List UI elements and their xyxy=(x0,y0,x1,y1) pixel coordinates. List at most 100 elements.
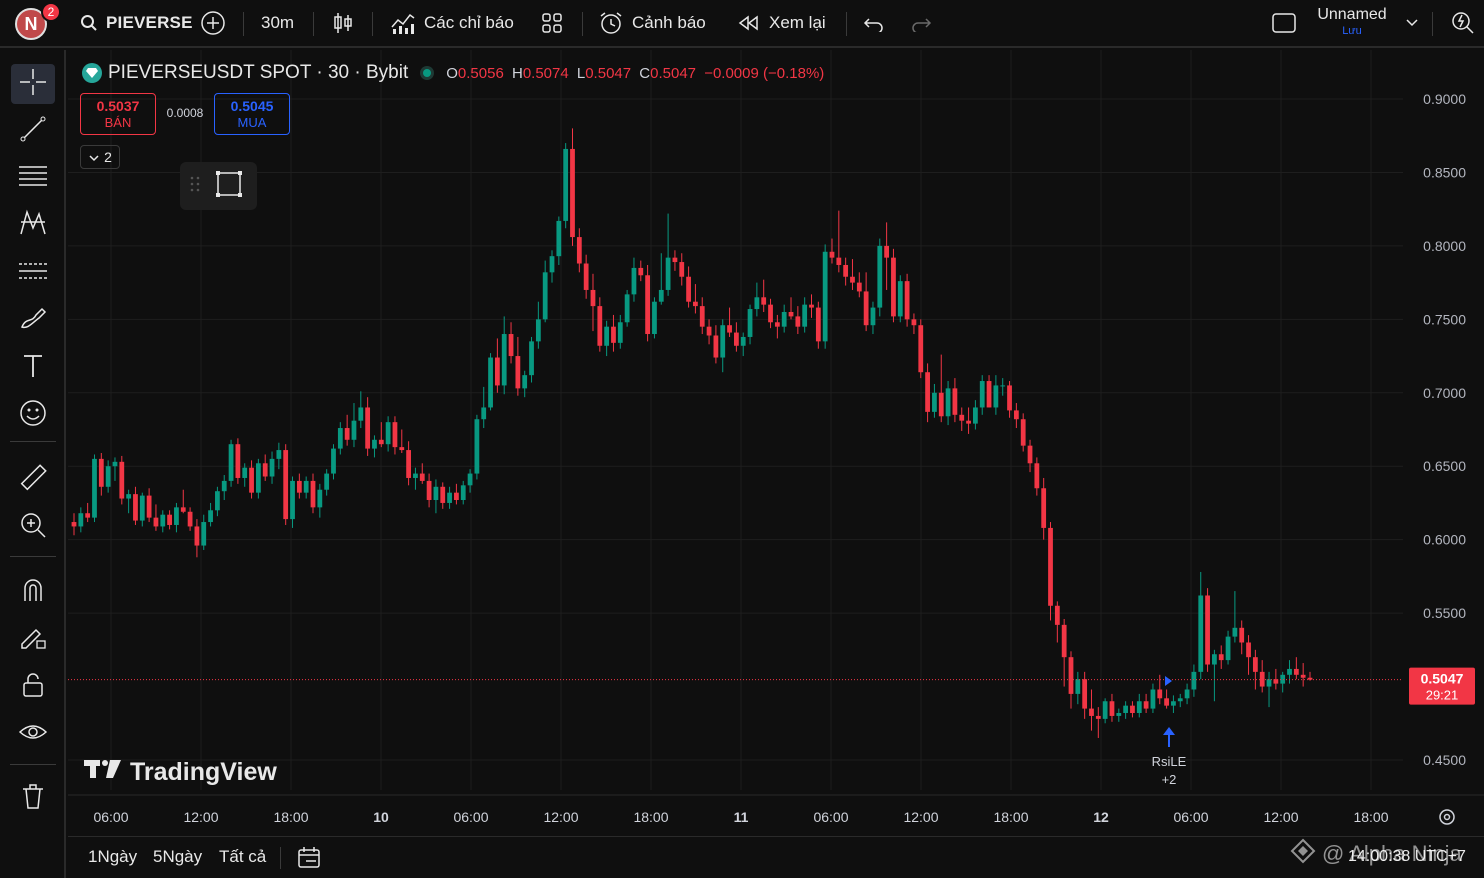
candle xyxy=(419,463,425,484)
delete-drawings-tool[interactable] xyxy=(11,778,55,818)
candle xyxy=(1157,674,1163,705)
layout-menu-chevron[interactable] xyxy=(1405,0,1419,46)
text-tool[interactable] xyxy=(11,348,55,388)
candle xyxy=(617,314,623,349)
time-tick-label: 11 xyxy=(734,809,749,825)
candle xyxy=(139,492,145,527)
symbol-legend[interactable]: PIEVERSEUSDT SPOT · 30 · Bybit O0.5056 H… xyxy=(82,60,824,86)
toolbar-separator xyxy=(10,556,56,557)
candle xyxy=(672,250,678,271)
price-tick-label: 0.7000 xyxy=(1423,385,1466,401)
candle xyxy=(1171,695,1176,713)
date-range-button[interactable] xyxy=(296,845,322,876)
candle xyxy=(1212,649,1217,702)
floating-drawing-toolbar[interactable] xyxy=(180,162,257,210)
candle xyxy=(344,414,350,446)
indicators-label: Các chỉ báo xyxy=(424,13,514,32)
candle xyxy=(126,489,132,514)
compare-symbol-button[interactable] xyxy=(200,0,226,46)
toolbar-separator xyxy=(10,764,56,765)
zoom-tool[interactable] xyxy=(11,507,55,547)
axis-settings-gear-icon[interactable] xyxy=(1439,809,1455,825)
toolbar-separator xyxy=(372,12,373,36)
candle xyxy=(406,441,411,486)
replay-button[interactable]: Xem lại xyxy=(737,0,826,46)
crosshair-tool[interactable] xyxy=(11,64,55,104)
candle xyxy=(215,486,220,517)
emoji-tool[interactable] xyxy=(11,395,55,435)
signal-extra: +2 xyxy=(1162,772,1177,787)
price-tick-label: 0.8000 xyxy=(1423,238,1466,254)
candle xyxy=(515,336,521,396)
candle xyxy=(160,510,166,533)
timezone-clock[interactable]: 14:00:38 UTC+7 xyxy=(1348,848,1466,865)
magnet-tool[interactable] xyxy=(11,572,55,612)
strategy-signal[interactable]: RsiLE +2 xyxy=(1152,676,1187,787)
candle xyxy=(576,228,582,273)
toolbar-separator xyxy=(280,847,281,869)
candle xyxy=(1034,457,1040,496)
interval-button[interactable]: 30m xyxy=(261,0,294,46)
chart-pane[interactable]: RsiLE +2 0.9000 0.8500 0.8000 0.7500 0.7000 0.… xyxy=(68,50,1484,834)
candle xyxy=(856,272,862,298)
candle xyxy=(1054,601,1060,643)
candle xyxy=(242,463,248,487)
candle xyxy=(440,482,446,509)
candle xyxy=(1198,571,1204,680)
trend-line-icon xyxy=(18,114,48,149)
price-chart[interactable]: RsiLE +2 0.9000 0.8500 0.8000 0.7500 0.7000 0.… xyxy=(68,50,1484,834)
candle xyxy=(331,444,336,480)
time-tick-label: 12:00 xyxy=(1263,809,1298,825)
range-1d-button[interactable]: 1Ngày xyxy=(88,847,138,866)
indicators-button[interactable]: Các chỉ báo xyxy=(390,0,514,46)
candle xyxy=(932,383,937,418)
symbol-search-button[interactable]: PIEVERSE xyxy=(80,0,193,46)
candle xyxy=(71,513,77,536)
quick-search-button[interactable] xyxy=(1450,0,1476,46)
undo-button[interactable] xyxy=(863,0,885,46)
candle xyxy=(815,301,821,349)
indicator-collapse-button[interactable]: 2 xyxy=(80,145,120,169)
layout-toggle-button[interactable] xyxy=(1271,0,1297,46)
candle xyxy=(979,375,985,415)
time-tick-label: 12:00 xyxy=(543,809,578,825)
ruler-tool[interactable] xyxy=(11,460,55,500)
horizontal-lines-tool[interactable] xyxy=(11,158,55,198)
candle xyxy=(761,279,767,312)
candle xyxy=(925,363,930,423)
forecast-tool[interactable] xyxy=(11,253,55,293)
trend-line-tool[interactable] xyxy=(11,111,55,151)
candle xyxy=(733,322,739,352)
templates-button[interactable] xyxy=(541,0,563,46)
price-tick-label: 0.5500 xyxy=(1423,605,1466,621)
candle xyxy=(611,314,616,352)
brush-tool[interactable] xyxy=(11,300,55,340)
layout-name-button[interactable]: Unnamed Lưu xyxy=(1305,6,1399,37)
candle xyxy=(208,502,213,527)
pattern-tool[interactable] xyxy=(11,205,55,245)
hide-drawings-tool[interactable] xyxy=(11,714,55,754)
time-tick-label: 06:00 xyxy=(93,809,128,825)
alerts-button[interactable]: Cảnh báo xyxy=(598,0,706,46)
lock-drawings-tool[interactable] xyxy=(11,667,55,707)
low-label: L xyxy=(576,64,586,82)
keep-drawing-tool[interactable] xyxy=(11,619,55,659)
candle xyxy=(597,297,603,352)
candle xyxy=(897,275,903,323)
current-price-label: 0.5047 xyxy=(1421,671,1464,687)
candle xyxy=(884,222,890,290)
chart-type-button[interactable] xyxy=(332,0,354,46)
candle xyxy=(153,504,159,531)
drag-handle-icon[interactable] xyxy=(190,175,200,198)
candle xyxy=(1205,588,1210,672)
range-all-button[interactable]: Tất cả xyxy=(219,847,267,866)
candle xyxy=(1273,668,1279,690)
sell-button[interactable]: 0.5037 BÁN xyxy=(80,93,156,135)
rectangle-select-icon[interactable] xyxy=(214,169,244,204)
price-tick-label: 0.6500 xyxy=(1423,458,1466,474)
range-5d-button[interactable]: 5Ngày xyxy=(153,847,203,866)
top-toolbar: N 2 PIEVERSE 30m Các chỉ báo Cảnh bá xyxy=(0,0,1484,48)
buy-button[interactable]: 0.5045 MUA xyxy=(214,93,290,135)
redo-button[interactable] xyxy=(910,0,932,46)
